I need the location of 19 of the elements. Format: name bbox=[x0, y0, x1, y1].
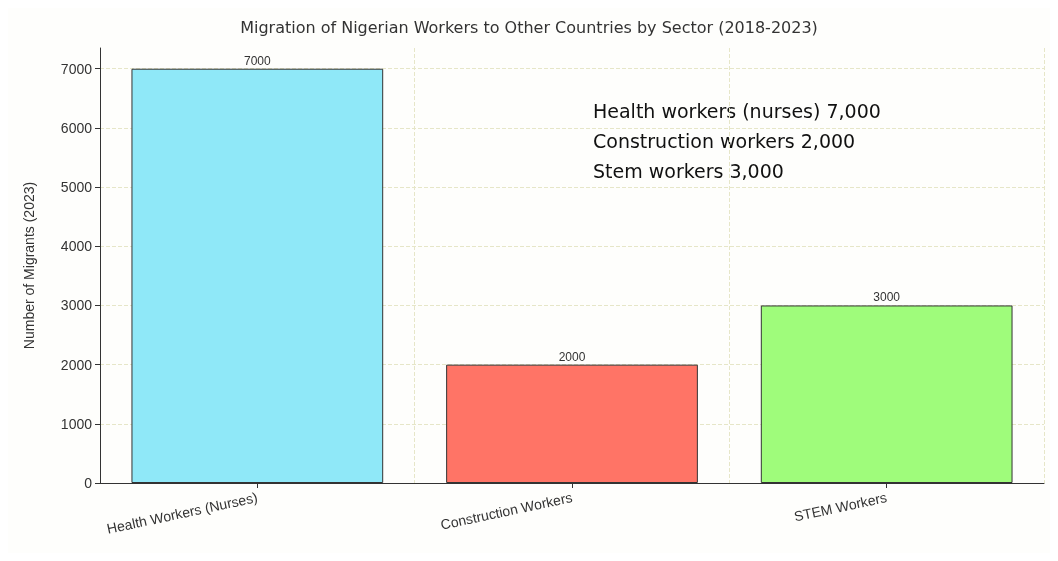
data-label: 7000 bbox=[243, 53, 271, 68]
y-tick-label: 1000 bbox=[60, 415, 93, 432]
data-label: 2000 bbox=[558, 349, 586, 364]
y-tick-label: 5000 bbox=[60, 179, 93, 196]
annotation: Stem workers 3,000 bbox=[593, 160, 784, 182]
x-tick-label: Health Workers (Nurses) bbox=[105, 489, 259, 537]
annotation: Health workers (nurses) 7,000 bbox=[593, 100, 881, 122]
data-label: 3000 bbox=[873, 290, 901, 305]
y-tick-label: 2000 bbox=[60, 356, 93, 373]
y-tick-label: 7000 bbox=[60, 60, 93, 77]
y-tick-label: 6000 bbox=[60, 119, 93, 136]
y-axis-title: Number of Migrants (2023) bbox=[21, 181, 37, 350]
chart-title: Migration of Nigerian Workers to Other Countries by Sector (2018-2023) bbox=[240, 17, 818, 37]
x-tick-label: STEM Workers bbox=[792, 489, 889, 525]
annotation: Construction workers 2,000 bbox=[593, 130, 856, 152]
y-tick-label: 3000 bbox=[60, 297, 93, 314]
y-tick-label: 4000 bbox=[60, 238, 93, 255]
y-tick-label: 0 bbox=[84, 475, 93, 491]
x-tick-label: Construction Workers bbox=[439, 489, 574, 533]
